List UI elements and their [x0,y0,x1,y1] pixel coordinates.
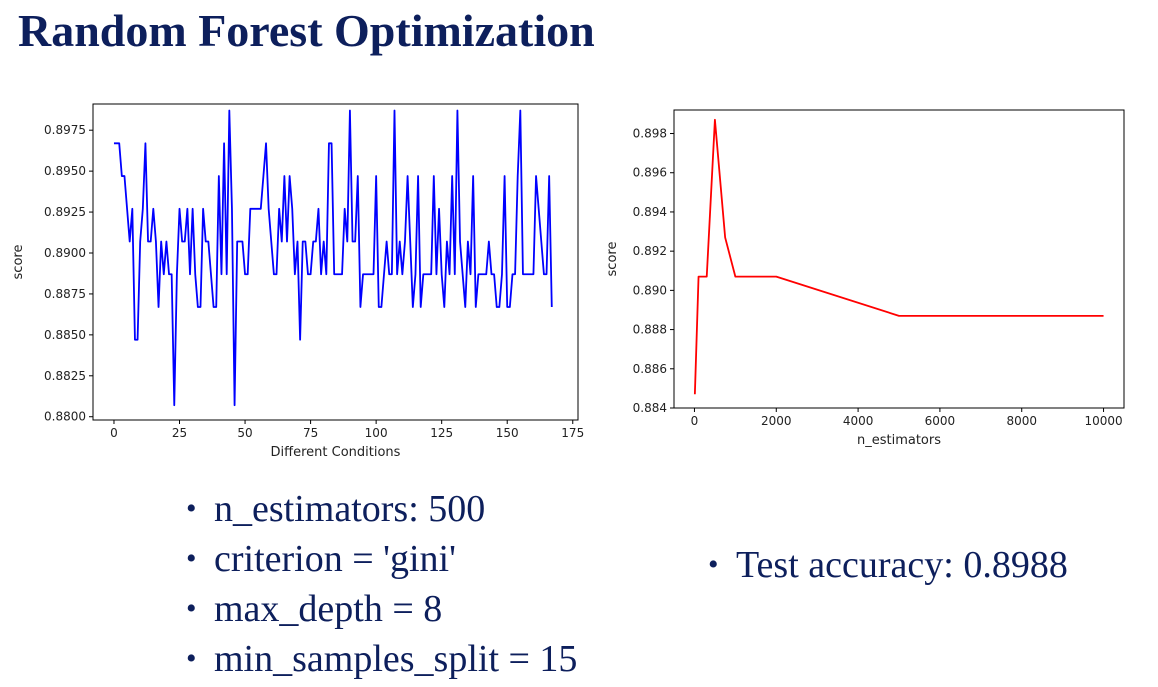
x-tick-label: 75 [303,426,318,440]
y-tick-label: 0.890 [633,283,667,297]
y-tick-label: 0.898 [633,127,667,141]
parameter-list: • n_estimators: 500 • criterion = 'gini' •… [186,484,577,684]
y-tick-label: 0.8875 [44,287,86,301]
y-axis-label: score [11,245,26,280]
param-max-depth: max_depth = 8 [214,588,443,630]
x-tick-label: 0 [110,426,118,440]
y-tick-label: 0.894 [633,205,667,219]
n-estimators-score-chart: 0 2000 4000 6000 8000 10000 0.884 0.886 0.888 0.8… [605,109,1125,448]
y-tick-label: 0.8975 [44,123,86,137]
param-item: • max_depth = 8 [186,588,443,630]
conditions-score-chart: 0 25 50 75 100 125 150 175 0.8800 0.8825 0.8850 0.8… [11,103,584,460]
param-item: • criterion = 'gini' [186,538,456,580]
x-tick-label: 175 [561,426,584,440]
y-axis-label: score [605,242,620,277]
x-tick-label: 4000 [843,414,874,428]
x-tick-label: 10000 [1084,414,1122,428]
score-series-line [113,109,553,407]
y-tick-label: 0.892 [633,244,667,258]
x-tick-label: 100 [365,426,388,440]
x-tick-label: 50 [237,426,252,440]
param-min-samples-split: min_samples_split = 15 [214,638,578,680]
y-tick-label: 0.884 [633,401,667,415]
y-tick-label: 0.896 [633,166,667,180]
y-tick-label: 0.886 [633,362,667,376]
x-tick-label: 8000 [1006,414,1037,428]
x-axis-label: n_estimators [857,433,941,448]
param-item: • min_samples_split = 15 [186,638,578,680]
x-tick-label: 0 [691,414,699,428]
y-tick-label: 0.8800 [44,410,86,424]
x-tick-label: 2000 [761,414,792,428]
y-tick-label: 0.8850 [44,328,86,342]
plot-frame [92,103,579,421]
score-series-line [693,118,1104,395]
param-item: • n_estimators: 500 [186,488,486,530]
y-tick-label: 0.8900 [44,246,86,260]
x-tick-label: 150 [496,426,519,440]
y-tick-label: 0.888 [633,323,667,337]
y-tick-label: 0.8950 [44,164,86,178]
plot-frame [673,109,1125,409]
result-item: • Test accuracy: 0.8988 [708,544,1068,586]
param-criterion: criterion = 'gini' [214,538,456,580]
x-axis-label: Different Conditions [271,445,401,460]
y-tick-label: 0.8925 [44,205,86,219]
param-n-estimators: n_estimators: 500 [214,488,486,530]
test-accuracy: Test accuracy: 0.8988 [736,544,1068,586]
result-list: • Test accuracy: 0.8988 [708,540,1068,590]
page-title: Random Forest Optimization [18,5,595,56]
x-tick-label: 25 [172,426,187,440]
x-tick-label: 6000 [925,414,956,428]
y-tick-label: 0.8825 [44,369,86,383]
x-tick-label: 125 [430,426,453,440]
